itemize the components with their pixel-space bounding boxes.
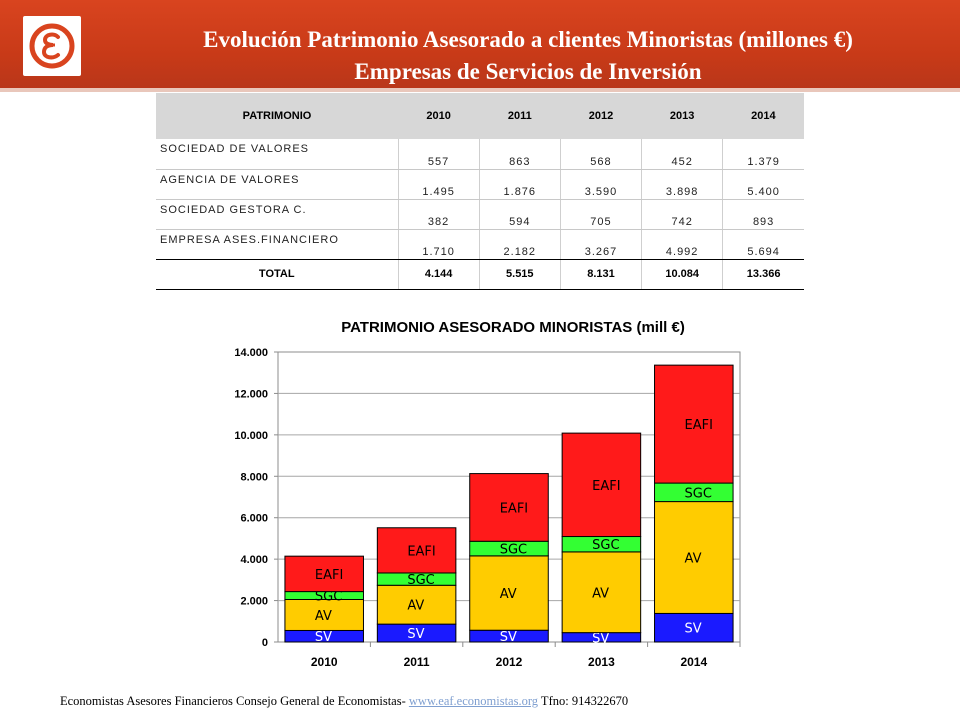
table-header-cell: 2012 [560, 93, 642, 139]
y-tick-label: 6.000 [240, 513, 268, 525]
table-cell: 3.898 [641, 169, 723, 200]
table-cell: 452 [641, 139, 723, 170]
table-cell: 594 [478, 199, 561, 230]
y-tick-label: 0 [262, 637, 268, 649]
y-tick-label: 12.000 [234, 388, 268, 400]
table-cell: 863 [478, 139, 561, 170]
table-row: SOCIEDAD GESTORA C. 382 594 705 742 893 [156, 199, 804, 230]
table-header-row: PATRIMONIO 2010 2011 2012 2013 2014 [156, 93, 804, 139]
table-cell: 1.379 [722, 139, 804, 170]
page-title: Evolución Patrimonio Asesorado a cliente… [96, 24, 960, 88]
bar-segment-label: EAFI [315, 568, 343, 583]
table-cell: 3.267 [559, 229, 642, 260]
bar-segment-label: SV [407, 627, 424, 642]
bar-segment-label: EAFI [407, 544, 435, 559]
bar-segment-label: EAFI [592, 479, 620, 494]
table-cell: 5.694 [722, 229, 804, 260]
bar-segment [654, 612, 734, 643]
footer-link[interactable]: www.eaf.economistas.org [408, 694, 539, 708]
chart-title: PATRIMONIO ASESORADO MINORISTAS (mill €) [341, 319, 685, 336]
y-tick-label: 8.000 [240, 471, 268, 483]
bar-segment-label: SV [500, 630, 517, 645]
bar-segment-label: SGC [685, 486, 712, 501]
table-row: SOCIEDAD DE VALORES 557 863 568 452 1.37… [156, 139, 804, 170]
total-cell: 8.131 [559, 259, 642, 290]
total-cell: 13.366 [722, 259, 804, 290]
row-label: SOCIEDAD GESTORA C. [156, 199, 398, 230]
bar-segment-label: AV [592, 586, 609, 601]
table-cell: 5.400 [722, 169, 804, 200]
y-tick-label: 14.000 [234, 347, 268, 359]
footer: Economistas Asesores Financieros Consejo… [60, 694, 940, 709]
x-tick-label: 2011 [404, 655, 430, 669]
bar-segment-label: AV [685, 552, 702, 567]
bar-segment-label: SV [685, 622, 702, 637]
x-tick-label: 2014 [680, 655, 707, 669]
bar-segment-label: SV [315, 630, 332, 645]
bar-segment [469, 473, 549, 542]
y-tick-label: 4.000 [240, 554, 268, 566]
table-cell: 1.876 [478, 169, 561, 200]
bar-segment-label: SGC [500, 543, 527, 558]
table-header-cell: 2010 [398, 93, 480, 139]
x-tick-label: 2012 [496, 655, 523, 669]
x-tick-label: 2013 [588, 655, 615, 669]
table-cell: 557 [397, 139, 480, 170]
total-cell: 5.515 [478, 259, 561, 290]
bar-segment-label: SGC [592, 538, 619, 553]
bar-segment [284, 555, 364, 593]
total-cell: 4.144 [397, 259, 480, 290]
bar-segment-label: SGC [315, 590, 342, 605]
bar-segment-label: SV [592, 631, 609, 646]
footer-text: Economistas Asesores Financieros Consejo… [60, 694, 409, 708]
table-cell: 382 [397, 199, 480, 230]
table-cell: 893 [722, 199, 804, 230]
chart-svg: PATRIMONIO ASESORADO MINORISTAS (mill €)… [234, 319, 741, 669]
bar-segment-label: SGC [407, 573, 434, 588]
table-total-row: TOTAL 4.144 5.515 8.131 10.084 13.366 [156, 259, 804, 290]
table-header-cell: 2014 [722, 93, 804, 139]
row-label: EMPRESA ASES.FINANCIERO [156, 229, 398, 260]
row-label: AGENCIA DE VALORES [156, 169, 398, 200]
title-line-1: Evolución Patrimonio Asesorado a cliente… [203, 27, 853, 52]
table-cell: 1.495 [397, 169, 480, 200]
table-cell: 2.182 [478, 229, 561, 260]
economistas-logo-icon [23, 16, 81, 76]
footer-phone: Tfno: 914322670 [538, 694, 629, 708]
title-line-2: Empresas de Servicios de Inversión [354, 59, 702, 84]
table-cell: 4.992 [641, 229, 723, 260]
header-divider [0, 88, 960, 92]
patrimonio-table: PATRIMONIO 2010 2011 2012 2013 2014 SOCI… [156, 93, 804, 290]
table-header-cell: 2011 [479, 93, 561, 139]
bar-segment-label: EAFI [685, 418, 713, 433]
bar-segment-label: AV [315, 609, 332, 624]
total-cell: 10.084 [641, 259, 723, 290]
row-label: SOCIEDAD DE VALORES [156, 139, 398, 170]
table-cell: 568 [559, 139, 642, 170]
table-row: EMPRESA ASES.FINANCIERO 1.710 2.182 3.26… [156, 229, 804, 260]
bar-segment [469, 555, 549, 631]
bar-segment-label: AV [407, 599, 424, 614]
bar-segment [654, 364, 734, 484]
table-cell: 3.590 [559, 169, 642, 200]
table-cell: 742 [641, 199, 723, 230]
total-label: TOTAL [156, 259, 398, 290]
table-cell: 1.710 [397, 229, 480, 260]
bar-segment [284, 598, 364, 631]
bar-segment [376, 527, 457, 574]
bar-segment [561, 432, 642, 538]
bar-segment-label: AV [500, 587, 517, 602]
bar-segment [654, 501, 734, 614]
x-tick-label: 2010 [311, 655, 338, 669]
table-header-cell: PATRIMONIO [156, 93, 398, 139]
y-tick-label: 2.000 [240, 596, 268, 608]
table-cell: 705 [559, 199, 642, 230]
bar-segment [561, 551, 642, 634]
header-banner [0, 0, 960, 92]
table-header-cell: 2013 [641, 93, 723, 139]
table-row: AGENCIA DE VALORES 1.495 1.876 3.590 3.8… [156, 169, 804, 200]
bar-segment-label: EAFI [500, 501, 528, 516]
stacked-bar-chart: PATRIMONIO ASESORADO MINORISTAS (mill €)… [200, 308, 760, 678]
y-tick-label: 10.000 [234, 430, 268, 442]
